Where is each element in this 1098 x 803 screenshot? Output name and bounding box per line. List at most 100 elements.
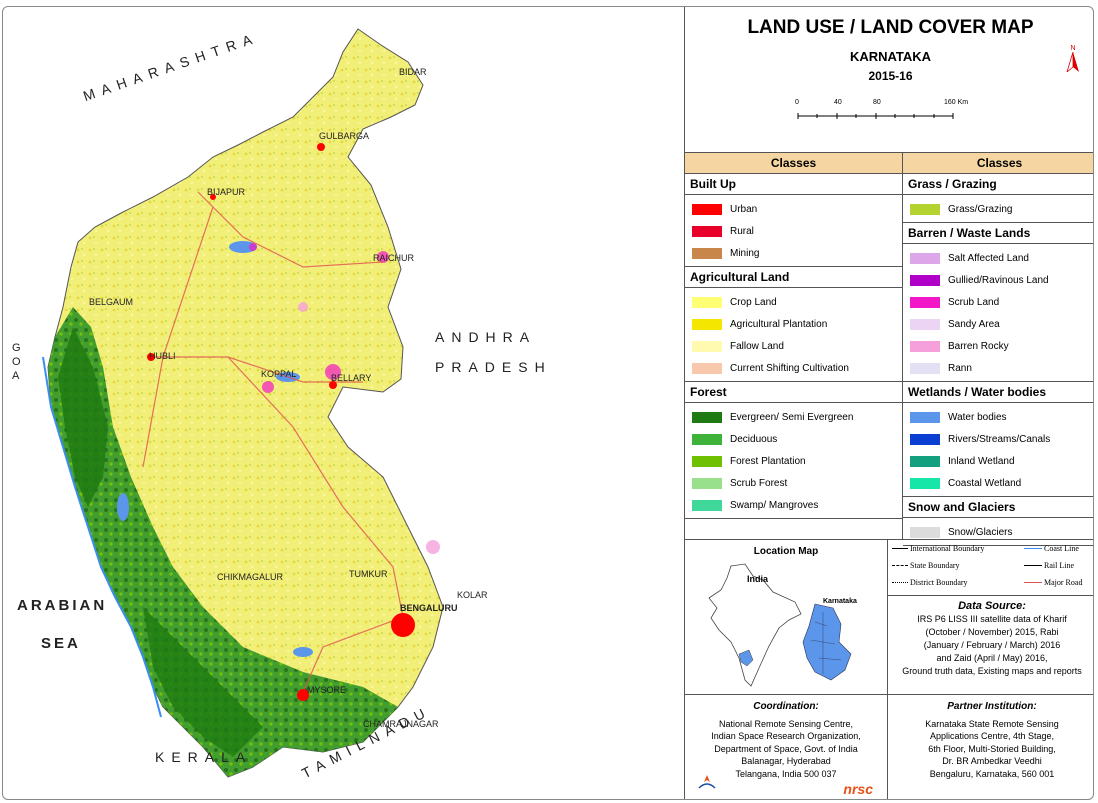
urban-area [317,143,325,151]
left-groups: Built Up Urban Rural Mining Agricultural Lan… [685,174,902,519]
karnataka-map[interactable] [3,7,684,799]
city-belgaum: BELGAUM [89,297,134,307]
city-koppal: KOPPAL [261,369,297,379]
partner-title: Partner Institution: [947,701,1037,712]
legend-item-forest-plantation: Forest Plantation [685,450,902,472]
city-bengaluru: BENGALURU [400,603,458,613]
coordination-line: Telangana, India 500 037 [735,768,837,779]
north-label: N [1070,45,1076,52]
group-snow-and-glaciers: Snow and Glaciers [903,497,1093,518]
city-raichur: RAICHUR [373,253,415,263]
classes-column-right: Classes Grass / Grazing Grass/Grazing Barr… [903,153,1093,546]
scrub-patch [426,540,440,554]
legend-swatch [692,296,722,308]
map-title: LAND USE / LAND COVER MAP [747,17,1034,38]
label-andhra: ANDHRA [435,329,537,345]
legend-swatch [910,252,940,264]
partner-box: Partner Institution: Karnataka State Rem… [888,695,1093,799]
label-sea: SEA [41,635,81,652]
legend-swatch [692,455,722,467]
label-pradesh: PRADESH [435,359,552,375]
legend-label: Sandy Area [948,318,1000,330]
legend-swatch [692,247,722,259]
city-chamrajnagar: CHAMRAJNAGAR [363,719,439,729]
scrub-patch [325,364,341,380]
city-gulbarga: GULBARGA [319,131,370,141]
scale-tick-80: 80 [873,99,881,106]
group-forest: Forest [685,382,902,403]
map-panel[interactable]: MAHARASHTRA ANDHRA PRADESH GOA ARABIAN S… [3,7,684,799]
legend-item-urban: Urban [685,198,902,220]
legend-road-label: Major Road [1044,578,1083,587]
partner-line: Karnataka State Remote Sensing [925,718,1059,729]
legend-item-scrub-forest: Scrub Forest [685,472,902,494]
group-body: Snow/Glaciers [903,518,1093,546]
classes-table: Classes Built Up Urban Rural Mining Agricult… [685,153,1093,546]
coast-line [42,356,162,718]
urban-area [297,689,309,701]
legend-label: Scrub Land [948,296,1000,308]
legend-swatch [692,340,722,352]
legend-item-grass-grazing: Grass/Grazing [903,198,1093,220]
classes-header-left: Classes [685,153,902,174]
legend-district-boundary: District Boundary [892,578,968,587]
group-body: Salt Affected Land Gullied/Ravinous Land S… [903,244,1093,382]
legend-item-agricultural-plantation: Agricultural Plantation [685,313,902,335]
group-barren-waste-lands: Barren / Waste Lands [903,223,1093,244]
legend-item-swamp-mangroves: Swamp/ Mangroves [685,494,902,516]
urban-area [210,194,216,200]
legend-swatch [910,340,940,352]
data-source: Data Source: IRS P6 LISS III satellite d… [888,596,1093,696]
scale-bar: 0 40 80 160 Km [795,99,969,127]
label-goa: GOA [12,342,23,382]
data-source-title: Data Source: [958,600,1026,612]
legend-swatch [692,477,722,489]
coordination-box: Coordination: National Remote Sensing Ce… [685,695,888,799]
legend-label: Gullied/Ravinous Land [948,274,1049,286]
data-source-line: IRS P6 LISS III satellite data of Kharif [917,614,1067,624]
coordination-line: National Remote Sensing Centre, [718,718,854,729]
group-agricultural-land: Agricultural Land [685,267,902,288]
legend-swatch [692,203,722,215]
legend-swatch [910,411,940,423]
legend-swatch [692,225,722,237]
legend-coast-line: Coast Line [1024,544,1079,553]
legend-state-label: State Boundary [910,561,960,570]
legend-label: Current Shifting Cultivation [730,362,849,374]
legend-item-barren-rocky: Barren Rocky [903,335,1093,357]
urban-area [391,613,415,637]
label-arabian: ARABIAN [17,597,108,614]
legend-international-label: International Boundary [910,544,985,553]
legend-rail-line: Rail Line [1024,561,1074,570]
city-bijapur: BIJAPUR [207,187,246,197]
legend-item-inland-wetland: Inland Wetland [903,450,1093,472]
scale-tick-160: 160 Km [944,99,969,106]
legend-label: Crop Land [730,296,777,308]
legend-state-boundary: State Boundary [892,561,960,570]
scrub-patch [377,251,389,263]
coordination-line: Department of Space, Govt. of India [714,743,858,754]
title-box: LAND USE / LAND COVER MAP KARNATAKA 2015… [685,7,1093,153]
legend-swatch [692,433,722,445]
bottom-box: Coordination: National Remote Sensing Ce… [685,695,1093,799]
partner-line: Applications Centre, 4th Stage, [929,731,1055,741]
partner-line: Bengaluru, Karnataka, 560 001 [929,768,1055,779]
legend-swatch [910,455,940,467]
coordination-line: Balanagar, Hyderabad [741,756,831,766]
legend-swatch [910,274,940,286]
legend-swatch [910,296,940,308]
legend-item-rivers-streams-canals: Rivers/Streams/Canals [903,428,1093,450]
legend-item-fallow-land: Fallow Land [685,335,902,357]
nrsc-logo: nrsc [843,780,873,797]
group-grass-grazing: Grass / Grazing [903,174,1093,195]
data-source-line: Ground truth data, Existing maps and rep… [902,666,1082,676]
scrub-patch [262,381,274,393]
legend-label: Inland Wetland [948,455,1015,467]
legend-item-coastal-wetland: Coastal Wetland [903,472,1093,494]
group-body: Crop Land Agricultural Plantation Fallow L… [685,288,902,382]
data-source-line: (October / November) 2015, Rabi [925,627,1059,637]
legend-rail-label: Rail Line [1044,561,1074,570]
legend-label: Swamp/ Mangroves [730,499,819,511]
legend-label: Coastal Wetland [948,477,1022,489]
legend-item-salt-affected-land: Salt Affected Land [903,247,1093,269]
